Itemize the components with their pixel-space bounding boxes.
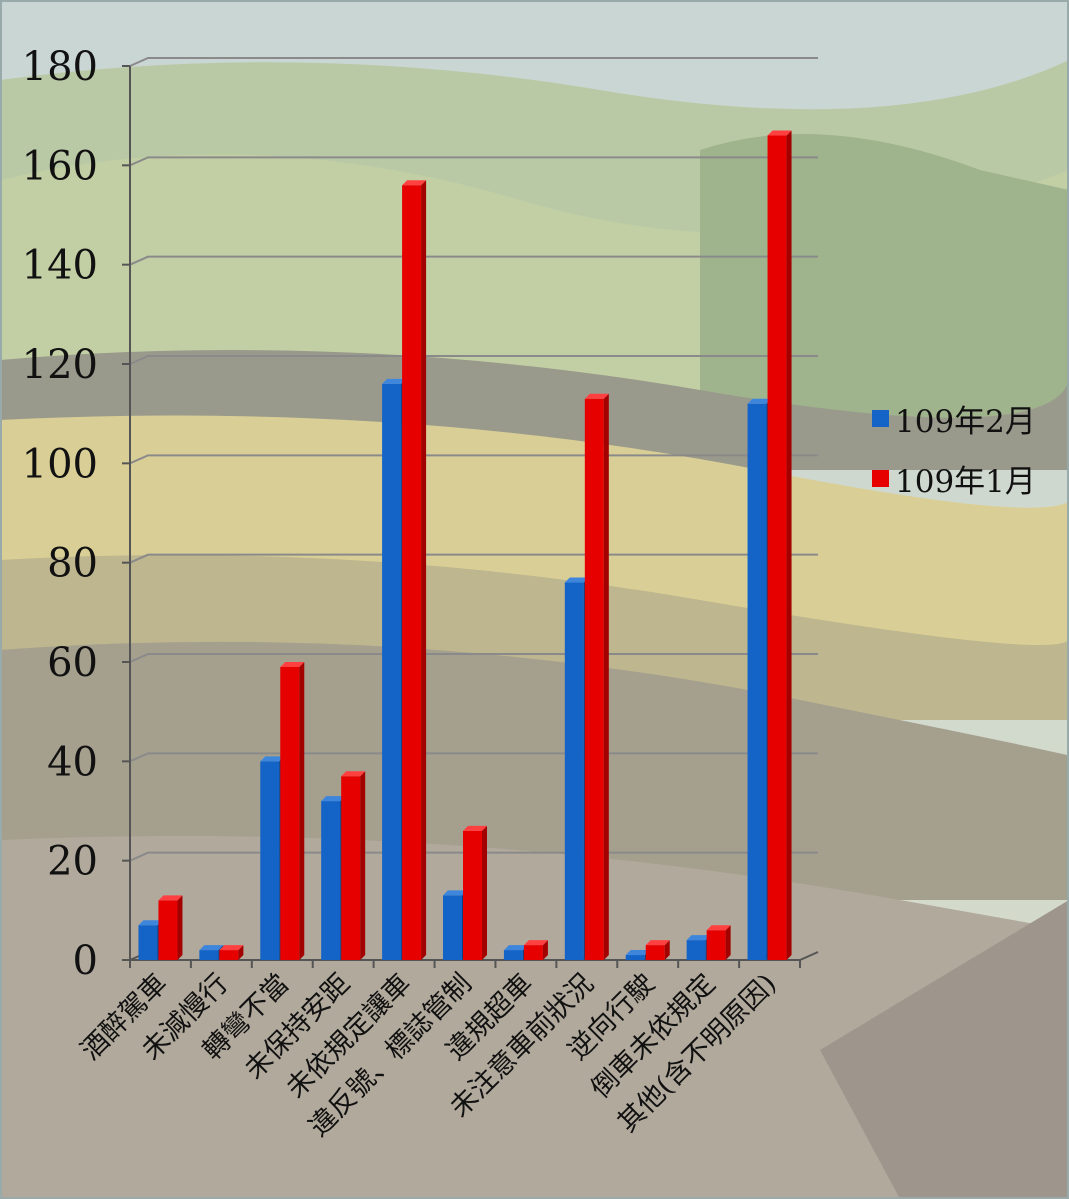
gridline [129, 454, 818, 465]
bar-top [686, 935, 711, 941]
bar-top [260, 756, 285, 762]
legend-label-feb: 109年2月 [895, 403, 1036, 440]
bar-side [786, 130, 792, 961]
bar-side [664, 940, 670, 960]
bars [138, 130, 792, 961]
legend: 109年2月 109年1月 [872, 400, 1036, 520]
bar-front [382, 383, 402, 960]
bar [463, 825, 487, 960]
bar [584, 393, 609, 960]
bar-front [645, 945, 665, 960]
bar-top [523, 940, 548, 946]
bar-top [158, 895, 183, 901]
bar-top [199, 945, 224, 951]
bar-top [625, 950, 650, 956]
bar-top [747, 398, 772, 404]
bar-side [542, 940, 548, 960]
bar-front [199, 950, 219, 960]
gridline [129, 553, 818, 564]
bar-front [706, 930, 726, 960]
bar [280, 661, 305, 960]
gridline [129, 156, 818, 167]
x-tick-labels: 酒醉駕車未減慢行轉彎不當未保持安距未依規定讓車違反號、標誌管制違規超車未注意車前… [75, 968, 782, 1143]
bar-front [219, 950, 239, 960]
bar-top [645, 940, 670, 946]
bar-front [260, 761, 280, 960]
bar-front [280, 666, 300, 960]
bar-front [767, 135, 787, 961]
bar-side [421, 180, 427, 960]
bar-side [603, 393, 609, 960]
bar-front [341, 776, 361, 960]
bar-front [443, 895, 462, 960]
y-tick-labels: 0 20 40 60 80 100 120 140 160 180 [22, 44, 98, 984]
bar-side [360, 771, 366, 960]
bar-front [138, 925, 158, 960]
bar-side [725, 925, 731, 960]
gridline [129, 255, 818, 266]
bar [341, 771, 366, 960]
bar-top [584, 393, 609, 399]
y-tick-label: 160 [22, 143, 98, 189]
bar-top [463, 825, 487, 831]
bar-top [564, 577, 589, 583]
y-tick-label: 120 [22, 342, 98, 388]
gridlines [129, 57, 818, 862]
bar-top [503, 945, 528, 951]
bar [645, 940, 670, 960]
bar-front [158, 900, 178, 960]
bar-top [219, 945, 244, 951]
bar-front [463, 830, 482, 960]
bar-front [584, 398, 604, 960]
y-tick-label: 180 [22, 44, 98, 90]
bar [706, 925, 731, 960]
legend-item-jan: 109年1月 [872, 460, 1036, 500]
legend-item-feb: 109年2月 [872, 400, 1036, 440]
bar-front [321, 801, 341, 960]
bar-top [382, 378, 407, 384]
bar-front [686, 940, 706, 960]
bar-side [177, 895, 183, 960]
bar-front [402, 185, 422, 960]
bar-side [238, 945, 244, 960]
legend-swatch-feb [872, 409, 889, 427]
bar [219, 945, 244, 960]
bar-top [402, 180, 427, 186]
legend-swatch-jan [872, 469, 889, 487]
y-tick-label: 0 [73, 938, 98, 984]
bar-front [503, 950, 523, 960]
bar-top [767, 130, 792, 136]
bar [158, 895, 183, 960]
bar [523, 940, 548, 960]
bar-front [523, 945, 543, 960]
y-tick-label: 100 [22, 441, 98, 487]
gridline [129, 355, 818, 365]
bar-front [625, 955, 645, 960]
bar-top [321, 796, 346, 802]
bar-top [341, 771, 366, 777]
gridline [129, 57, 818, 67]
legend-label-jan: 109年1月 [895, 463, 1036, 500]
gridline [129, 653, 818, 663]
y-tick-label: 140 [22, 243, 98, 289]
bar-top [443, 890, 467, 896]
y-tick-label: 40 [47, 739, 98, 785]
bar-side [299, 661, 305, 960]
y-tick-label: 80 [47, 541, 98, 587]
bar-top [706, 925, 731, 931]
y-tick-label: 20 [47, 839, 98, 885]
bar-top [280, 661, 305, 667]
y-tick-label: 60 [47, 640, 98, 686]
bar [402, 180, 427, 960]
bar-top [138, 920, 163, 926]
gridline [129, 752, 818, 763]
bar-side [482, 825, 487, 960]
bar-front [564, 582, 584, 960]
bar [767, 130, 792, 961]
bar-front [747, 403, 767, 960]
